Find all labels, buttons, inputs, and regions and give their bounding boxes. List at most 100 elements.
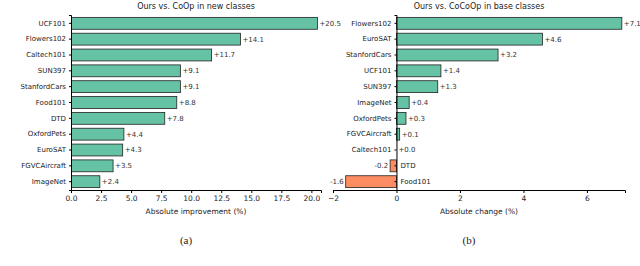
y-tick-label: UCF101 [39, 20, 66, 28]
y-tick-mark [69, 54, 71, 55]
data-label: +3.5 [115, 162, 132, 170]
y-tick-mark [394, 181, 396, 182]
y-axis: UCF101 Flowers102 Caltech101 SUN397 Stanford… [20, 16, 71, 191]
y-tick-label: OxfordPets [28, 130, 67, 138]
x-tick: 0.0 [66, 190, 78, 203]
data-label: +9.1 [182, 67, 199, 75]
x-tick: −2 [328, 190, 339, 203]
y-tick-label: UCF101 [364, 67, 391, 75]
data-label: +8.8 [179, 99, 196, 107]
y-tick-mark [69, 102, 71, 103]
data-label: +0.0 [398, 146, 415, 154]
x-tick-mark [131, 190, 132, 193]
x-tick-mark [101, 190, 102, 193]
y-tick-mark [394, 70, 396, 71]
data-label: +0.4 [411, 99, 429, 107]
x-tick: 12.5 [213, 190, 230, 203]
y-tick: Caltech101 [26, 51, 71, 59]
y-tick: StanfordCars [346, 51, 397, 59]
y-tick-label: FGVCAircraft [347, 130, 392, 138]
panel: 0.02.55.07.510.012.515.017.520.0UCF101Fl… [20, 2, 340, 247]
y-tick: EuroSAT [363, 35, 397, 43]
bar [71, 65, 180, 77]
x-tick-label: 12.5 [213, 194, 230, 203]
bars [346, 17, 622, 187]
y-tick-mark [69, 165, 71, 166]
bar [390, 160, 396, 172]
data-label: +4.4 [126, 131, 144, 139]
y-tick-mark [394, 86, 396, 87]
x-tick-label: 15.0 [243, 194, 260, 203]
bar [396, 112, 406, 124]
x-tick: 15.0 [243, 190, 260, 203]
y-tick: StanfordCars [20, 83, 71, 91]
y-tick-label: Caltech101 [352, 146, 392, 154]
y-axis-line [394, 16, 397, 191]
x-tick-label: 17.5 [273, 194, 290, 203]
x-tick-mark [460, 190, 461, 193]
y-tick-label: SUN397 [363, 83, 391, 91]
x-axis: −20246 [328, 190, 626, 203]
bar [396, 33, 542, 45]
y-tick-label: StanfordCars [346, 51, 392, 59]
data-label: -1.6 [330, 178, 344, 186]
x-tick-mark [311, 190, 312, 193]
x-tick: 6 [585, 190, 590, 203]
y-tick-label: Food101 [400, 178, 430, 186]
y-tick-label: Caltech101 [26, 51, 66, 59]
bar [71, 81, 180, 93]
y-tick-mark [69, 181, 71, 182]
y-tick-mark [394, 23, 396, 24]
data-label: +9.1 [182, 83, 199, 91]
data-label: +1.4 [443, 67, 461, 75]
y-tick-mark [394, 54, 396, 55]
x-tick-mark [251, 190, 252, 193]
y-tick-label: DTD [51, 115, 66, 123]
data-label: +20.5 [319, 20, 340, 28]
y-tick-label: Food101 [36, 99, 66, 107]
bar [396, 17, 621, 29]
y-tick-label: EuroSAT [37, 146, 67, 154]
x-tick: 20.0 [304, 190, 321, 203]
x-tick-label: 20.0 [304, 194, 321, 203]
bars [71, 17, 317, 187]
data-label: +4.3 [125, 146, 142, 154]
bar [71, 97, 177, 109]
x-tick: 2 [458, 190, 463, 203]
y-tick: SUN397 [38, 67, 71, 75]
y-tick: ImageNet [357, 99, 396, 107]
y-tick-label: SUN397 [38, 67, 66, 75]
y-tick-mark [69, 118, 71, 119]
y-axis-line [69, 16, 72, 191]
x-tick-label: 6 [585, 194, 590, 203]
y-tick: SUN397 [363, 83, 396, 91]
data-label: +0.1 [402, 131, 419, 139]
data-labels: +20.5+14.1+11.7+9.1+9.1+8.8+7.8+4.4+4.3+… [102, 20, 341, 186]
x-tick-label: −2 [328, 194, 339, 203]
bar [396, 97, 409, 109]
y-tick: DTD [394, 162, 415, 170]
x-tick-mark [523, 190, 524, 193]
data-label: +4.6 [544, 36, 562, 44]
y-tick-label: ImageNet [32, 178, 66, 186]
y-tick-label: DTD [400, 162, 415, 170]
bar [71, 128, 124, 140]
x-tick-label: 2 [458, 194, 463, 203]
data-label: +11.7 [214, 51, 235, 59]
y-tick-label: EuroSAT [363, 35, 393, 43]
panel: −20246Flowers102EuroSATStanfordCarsUCF10… [328, 2, 640, 247]
x-tick: 2.5 [96, 190, 108, 203]
x-tick: 7.5 [156, 190, 168, 203]
y-tick-mark [394, 39, 396, 40]
y-tick: FGVCAircraft [21, 162, 71, 170]
data-label: -0.2 [374, 162, 388, 170]
data-label: +7.8 [167, 115, 184, 123]
y-tick-mark [69, 39, 71, 40]
figure: 0.02.55.07.510.012.515.017.520.0UCF101Fl… [0, 0, 640, 266]
y-tick-label: Flowers102 [26, 35, 66, 43]
bar [71, 49, 212, 61]
bar [71, 144, 123, 156]
x-tick-mark [333, 190, 334, 193]
x-tick: 4 [522, 190, 527, 203]
y-tick-label: OxfordPets [353, 115, 392, 123]
